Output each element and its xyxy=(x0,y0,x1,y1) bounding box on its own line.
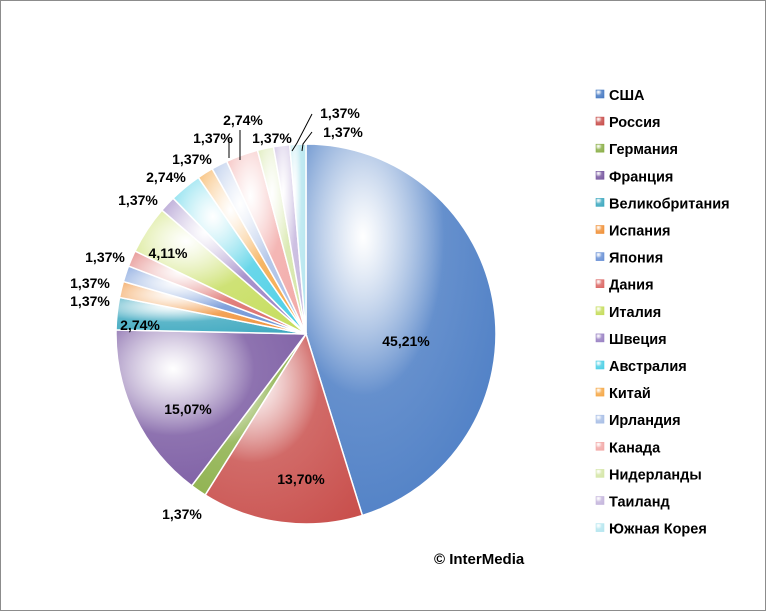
legend-swatch-12 xyxy=(595,414,605,424)
legend-item-3: Франция xyxy=(595,169,673,185)
legend-swatch-10 xyxy=(595,360,605,370)
legend-item-6: Япония xyxy=(595,251,663,267)
legend-item-2: Германия xyxy=(595,142,678,158)
legend-item-9: Швеция xyxy=(595,332,667,348)
legend-label-2: Германия xyxy=(609,142,678,158)
legend-label-16: Южная Корея xyxy=(609,522,707,538)
slice-label-8: 4,11% xyxy=(149,245,188,261)
legend-item-13: Канада xyxy=(595,440,661,456)
legend-swatch-4 xyxy=(595,198,605,207)
slice-label-0: 45,21% xyxy=(382,333,430,349)
legend-label-14: Нидерланды xyxy=(609,467,702,483)
legend-swatch-15 xyxy=(595,496,605,505)
legend-swatch-0 xyxy=(595,89,605,99)
legend-item-1: Россия xyxy=(595,115,660,131)
slice-label-14: 1,37% xyxy=(252,130,292,146)
slice-label-6: 1,37% xyxy=(70,275,110,291)
legend-swatch-9 xyxy=(595,333,605,343)
slice-label-16: 1,37% xyxy=(323,124,363,140)
legend: США Россия Германия Франция Великобритания Ис… xyxy=(595,88,730,538)
slice-label-2: 1,37% xyxy=(162,506,202,522)
slice-label-12: 1,37% xyxy=(193,130,233,146)
slice-label-7: 1,37% xyxy=(85,249,125,265)
slice-label-5: 1,37% xyxy=(70,293,110,309)
legend-item-15: Таиланд xyxy=(595,495,670,511)
legend-item-14: Нидерланды xyxy=(595,467,702,483)
legend-label-6: Япония xyxy=(609,251,663,267)
legend-swatch-13 xyxy=(595,441,605,451)
slice-label-4: 2,74% xyxy=(120,317,160,333)
legend-label-3: Франция xyxy=(609,169,673,185)
pie-slice-0 xyxy=(305,143,497,517)
source-note: © InterMedia xyxy=(434,551,525,568)
legend-swatch-8 xyxy=(595,306,605,316)
legend-item-16: Южная Корея xyxy=(595,522,707,538)
pie-slice-1 xyxy=(204,332,364,525)
legend-item-8: Италия xyxy=(595,305,661,321)
legend-swatch-6 xyxy=(595,252,605,261)
legend-label-1: Россия xyxy=(609,115,660,131)
legend-label-8: Италия xyxy=(609,305,661,321)
slice-label-1: 13,70% xyxy=(277,471,325,487)
legend-swatch-1 xyxy=(595,116,605,126)
slice-labels: 45,21% 13,70% 1,37% 15,07% 2,74% 1,37% 1,37% 1,… xyxy=(70,105,430,522)
pie-slice-16 xyxy=(288,143,307,335)
legend-swatch-5 xyxy=(595,225,605,234)
slice-label-11: 1,37% xyxy=(172,151,212,167)
legend-label-11: Китай xyxy=(609,386,651,402)
legend-swatch-16 xyxy=(595,523,605,532)
legend-label-4: Великобритания xyxy=(609,196,730,212)
legend-label-12: Ирландия xyxy=(609,413,681,429)
slice-label-9: 1,37% xyxy=(118,192,158,208)
legend-item-4: Великобритания xyxy=(595,196,730,212)
leader-line-16 xyxy=(301,131,313,152)
legend-item-11: Китай xyxy=(595,386,651,402)
slice-label-15: 1,37% xyxy=(320,105,360,121)
pie-slices xyxy=(115,143,497,525)
legend-swatch-11 xyxy=(595,387,605,397)
legend-label-13: Канада xyxy=(609,440,661,456)
legend-item-10: Австралия xyxy=(595,359,687,375)
legend-swatch-14 xyxy=(595,469,605,478)
slice-label-3: 15,07% xyxy=(164,401,212,417)
legend-label-9: Швеция xyxy=(609,332,667,348)
legend-label-15: Таиланд xyxy=(609,495,670,511)
legend-swatch-3 xyxy=(595,171,605,180)
legend-label-0: США xyxy=(609,88,645,104)
legend-item-12: Ирландия xyxy=(595,413,681,429)
legend-swatch-7 xyxy=(595,279,605,289)
legend-item-5: Испания xyxy=(595,224,670,240)
legend-item-7: Дания xyxy=(595,278,654,294)
legend-swatch-2 xyxy=(595,143,605,153)
leader-lines xyxy=(228,113,313,160)
slice-label-10: 2,74% xyxy=(146,169,186,185)
leader-line-15 xyxy=(291,113,313,152)
legend-label-7: Дания xyxy=(609,278,654,294)
legend-label-5: Испания xyxy=(609,224,670,240)
legend-item-0: США xyxy=(595,88,645,104)
legend-label-10: Австралия xyxy=(609,359,687,375)
pie-slice-3 xyxy=(115,329,308,487)
slice-label-13: 2,74% xyxy=(223,112,263,128)
